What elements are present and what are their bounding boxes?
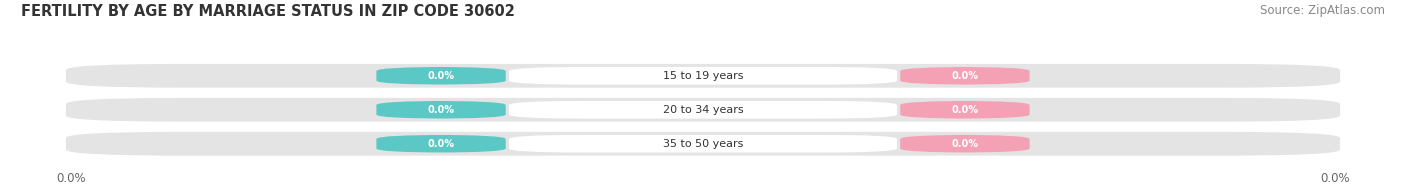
Text: 0.0%: 0.0% [1320,172,1350,185]
FancyBboxPatch shape [66,132,1340,156]
Text: FERTILITY BY AGE BY MARRIAGE STATUS IN ZIP CODE 30602: FERTILITY BY AGE BY MARRIAGE STATUS IN Z… [21,4,515,19]
FancyBboxPatch shape [509,101,897,119]
FancyBboxPatch shape [377,101,506,119]
Text: 20 to 34 years: 20 to 34 years [662,105,744,115]
FancyBboxPatch shape [900,135,1029,152]
FancyBboxPatch shape [377,67,506,85]
Text: 0.0%: 0.0% [952,139,979,149]
FancyBboxPatch shape [900,101,1029,119]
FancyBboxPatch shape [509,135,897,152]
Text: 0.0%: 0.0% [952,71,979,81]
Text: 35 to 50 years: 35 to 50 years [662,139,744,149]
Text: 0.0%: 0.0% [952,105,979,115]
Text: Source: ZipAtlas.com: Source: ZipAtlas.com [1260,4,1385,17]
FancyBboxPatch shape [66,64,1340,88]
FancyBboxPatch shape [900,67,1029,85]
FancyBboxPatch shape [66,98,1340,122]
FancyBboxPatch shape [509,67,897,85]
FancyBboxPatch shape [377,135,506,152]
Text: 0.0%: 0.0% [427,139,454,149]
Text: 0.0%: 0.0% [427,105,454,115]
Text: 0.0%: 0.0% [56,172,86,185]
Text: 0.0%: 0.0% [427,71,454,81]
Text: 15 to 19 years: 15 to 19 years [662,71,744,81]
